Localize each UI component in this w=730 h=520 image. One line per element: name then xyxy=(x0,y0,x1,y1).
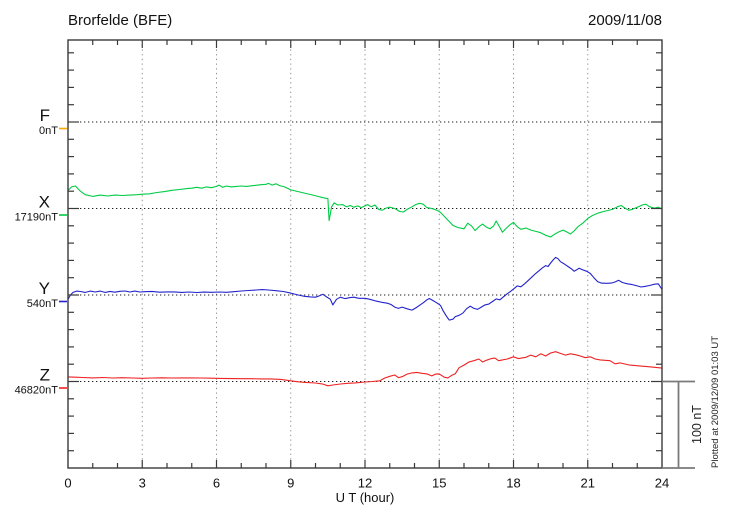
channel-baseline-F: 0nT xyxy=(39,125,58,137)
x-axis-title: U T (hour) xyxy=(336,490,395,505)
plot-frame xyxy=(67,39,663,469)
x-tick-label-0: 0 xyxy=(64,476,71,491)
channel-letter-Y: Y xyxy=(39,279,50,298)
trace-Z xyxy=(67,351,663,387)
channel-letter-Z: Z xyxy=(40,366,50,385)
x-tick-label-24: 24 xyxy=(655,476,669,491)
axis-ticks xyxy=(68,40,662,468)
trace-X xyxy=(67,182,663,238)
x-tick-label-6: 6 xyxy=(213,476,220,491)
x-tick-label-18: 18 xyxy=(506,476,520,491)
x-tick-label-21: 21 xyxy=(581,476,595,491)
plotted-at-note: Plotted at 2009/12/09 01:03 UT xyxy=(710,336,721,468)
date-label: 2009/11/08 xyxy=(588,12,662,29)
trace-Y xyxy=(67,256,663,321)
channel-letter-X: X xyxy=(39,193,50,212)
scale-bar-label: 100 nT xyxy=(690,405,704,444)
traces xyxy=(67,182,663,387)
station-title: Brorfelde (BFE) xyxy=(68,12,172,29)
x-tick-label-3: 3 xyxy=(139,476,146,491)
channel-baseline-Y: 540nT xyxy=(27,298,58,310)
channel-letter-F: F xyxy=(40,106,50,125)
scale-bar: 100 nT xyxy=(662,380,704,469)
x-tick-label-9: 9 xyxy=(287,476,294,491)
x-tick-labels: 0 3 6 9 12 15 18 21 24 xyxy=(64,476,669,491)
gridlines xyxy=(68,40,662,468)
channel-baseline-Z: 46820nT xyxy=(15,385,59,397)
channel-baseline-X: 17190nT xyxy=(15,212,59,224)
x-tick-label-12: 12 xyxy=(358,476,372,491)
x-tick-label-15: 15 xyxy=(432,476,446,491)
